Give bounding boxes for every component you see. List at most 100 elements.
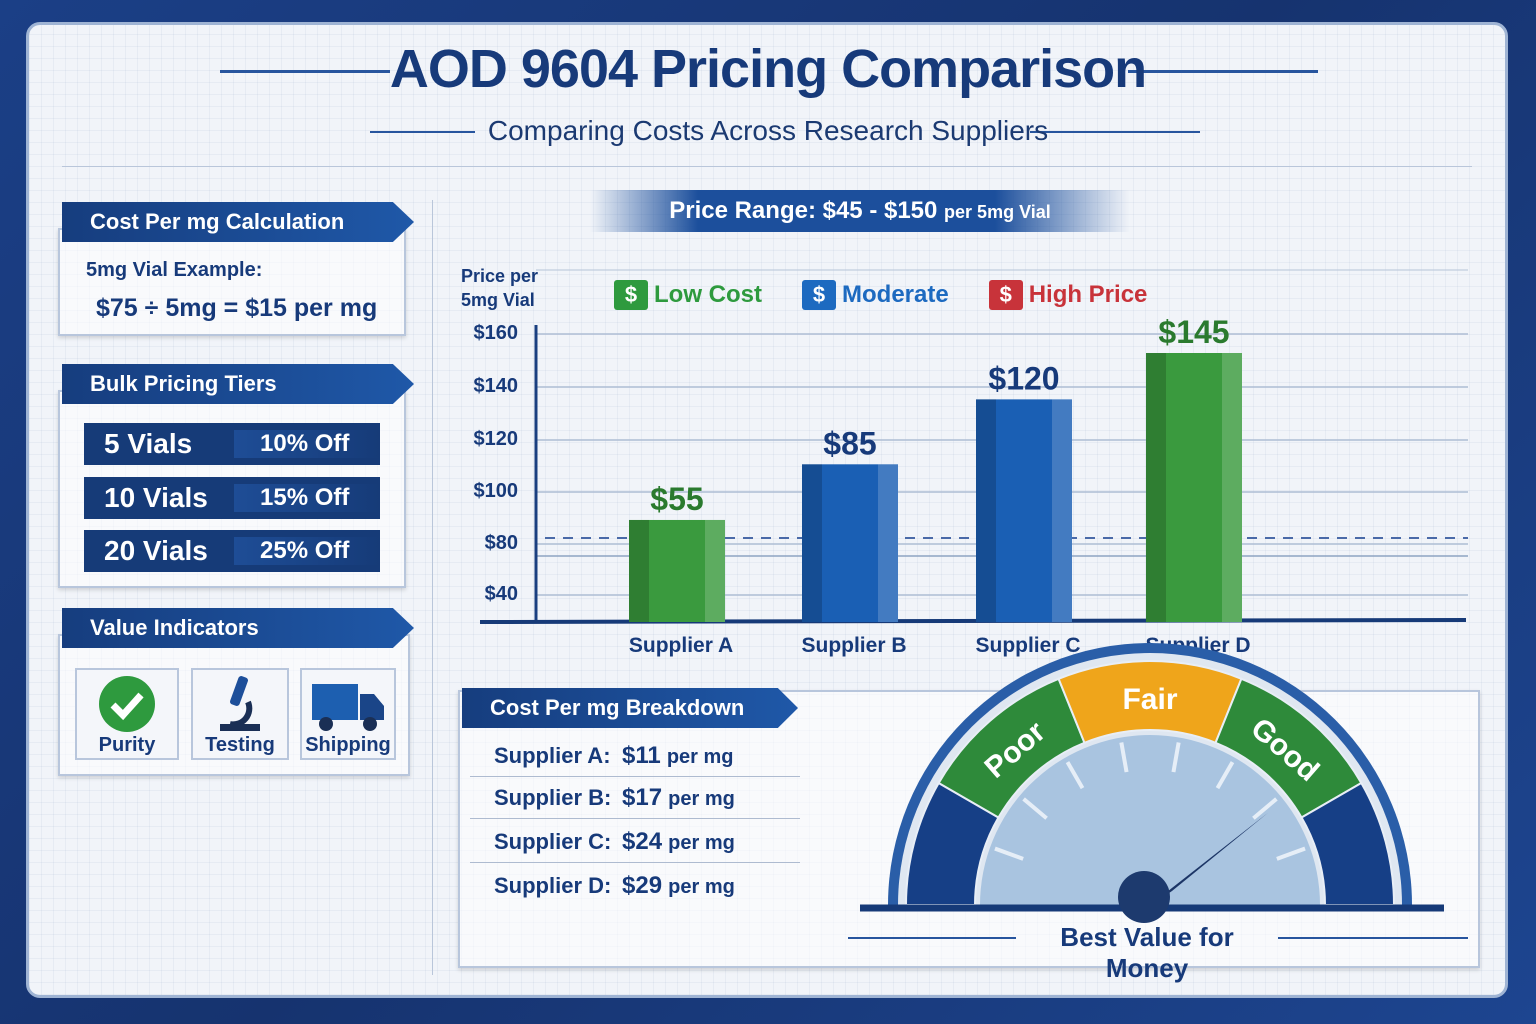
data-label: $55 (650, 481, 703, 517)
infographic-panel (26, 22, 1508, 998)
tier-vials: 5 Vials (104, 428, 193, 459)
indicator-testing: Testing (191, 668, 289, 760)
gauge-tick (1022, 797, 1048, 820)
cost-value: $24 (622, 828, 663, 855)
header-divider (62, 166, 1472, 167)
data-label: $145 (1158, 314, 1229, 350)
example-label: 5mg Vial Example: (86, 259, 263, 281)
legend-label: High Price (1028, 281, 1148, 308)
gauge-tick (1119, 742, 1129, 773)
tier-discount: 25% Off (234, 537, 380, 565)
breakdown-row: Supplier D: $29 per mg (494, 872, 735, 900)
row-divider (470, 818, 800, 819)
value-heading: Value Indicators (62, 608, 414, 648)
legend-item: $ Moderate (802, 280, 949, 310)
x-tick-label: Supplier A (629, 634, 733, 657)
gauge-tick (1252, 797, 1278, 820)
bar (1146, 353, 1242, 622)
bar-shade (976, 399, 996, 622)
legend-label: Low Cost (654, 281, 762, 308)
chart-legend: $ Low Cost $ Moderate $ High Price (614, 280, 1147, 310)
gauge-label: Fair (1122, 683, 1177, 716)
supplier-name: Supplier D: (494, 873, 612, 898)
tier-row: 20 Vials 25% Off (84, 530, 380, 572)
page-subtitle: Comparing Costs Across Research Supplier… (487, 115, 1049, 146)
page-title: AOD 9604 Pricing Comparison (389, 39, 1147, 99)
microscope-icon (220, 676, 260, 731)
subtitle-rule-left (370, 131, 475, 133)
x-tick-label: Supplier C (975, 634, 1080, 657)
gauge-needle (1140, 812, 1269, 913)
indicator-label: Purity (98, 734, 156, 756)
cost-unit: per mg (666, 746, 734, 768)
caption-rule-right (1278, 937, 1468, 939)
y-tick-label: $160 (474, 322, 519, 344)
caption-rule-left (848, 937, 1016, 939)
bar (802, 464, 898, 622)
tier-vials: 10 Vials (104, 482, 208, 513)
bar (629, 519, 725, 622)
supplier-name: Supplier B: (494, 785, 612, 810)
y-tick-label: $40 (485, 583, 518, 605)
gauge-tick (1171, 742, 1181, 773)
cost-calc-box (58, 228, 406, 336)
gauge-tick (1276, 846, 1306, 861)
gauge-caption: Best Value for Money (1060, 922, 1234, 983)
row-divider (470, 776, 800, 777)
truck-icon (312, 684, 384, 731)
subtitle-rule-right (1030, 131, 1200, 133)
supplier-name: Supplier A: (494, 743, 611, 768)
y-axis-label: Price per 5mg Vial (461, 266, 539, 310)
cost-value: $29 (622, 872, 663, 899)
cost-unit: per mg (668, 876, 735, 898)
tier-row: 10 Vials 15% Off (84, 477, 380, 519)
price-range-text: Price Range: $45 - $150 (669, 197, 938, 224)
dollar-icon: $ (614, 280, 648, 310)
y-tick-label: $100 (474, 480, 519, 502)
bar-highlight (1222, 353, 1242, 622)
data-label: $85 (823, 425, 876, 461)
indicator-purity: Purity (75, 668, 179, 760)
bar-highlight (1052, 399, 1072, 622)
cost-calc-heading: Cost Per mg Calculation (62, 202, 414, 242)
breakdown-row: Supplier B: $17 per mg (494, 784, 735, 812)
tier-row: 5 Vials 10% Off (84, 423, 380, 465)
y-tick-label: $120 (474, 428, 519, 450)
y-tick-label: $80 (485, 532, 518, 554)
gauge-hub (1118, 871, 1170, 923)
title-rule-left (220, 70, 390, 73)
dollar-icon: $ (988, 280, 1023, 310)
column-divider (432, 200, 433, 975)
tier-vials: 20 Vials (104, 535, 208, 566)
breakdown-row: Supplier C: $24 per mg (494, 828, 735, 856)
price-range-unit: per 5mg Vial (944, 202, 1051, 222)
y-tick-label: $140 (474, 375, 519, 397)
indicator-shipping: Shipping (300, 668, 396, 760)
dollar-icon: $ (802, 280, 836, 310)
cost-unit: per mg (668, 788, 735, 810)
bar-shade (1146, 353, 1166, 622)
cost-value: $17 (622, 784, 663, 811)
gauge-tick (994, 846, 1024, 861)
gauge-tick (1065, 761, 1085, 790)
bulk-heading: Bulk Pricing Tiers (62, 364, 414, 404)
cost-formula: $75 ÷ 5mg = $15 per mg (96, 294, 378, 322)
legend-label: Moderate (842, 281, 949, 308)
bar-shade (629, 519, 649, 622)
title-rule-right (1128, 70, 1318, 73)
bar-shade (802, 464, 822, 622)
supplier-name: Supplier C: (494, 829, 612, 854)
indicator-label: Shipping (305, 734, 391, 756)
cost-value: $11 (622, 742, 661, 769)
bar-highlight (878, 464, 898, 622)
tier-discount: 15% Off (234, 484, 380, 512)
row-divider (470, 862, 800, 863)
legend-item: $ High Price (988, 280, 1148, 310)
data-label: $120 (988, 360, 1059, 396)
indicator-label: Testing (205, 734, 275, 756)
x-tick-label: Supplier B (801, 634, 906, 657)
cost-unit: per mg (668, 832, 735, 854)
gauge-dial (980, 735, 1320, 905)
